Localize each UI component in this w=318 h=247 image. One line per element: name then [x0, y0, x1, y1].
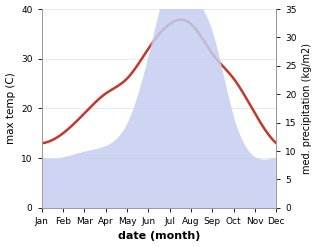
X-axis label: date (month): date (month)	[118, 231, 200, 242]
Y-axis label: med. precipitation (kg/m2): med. precipitation (kg/m2)	[302, 43, 313, 174]
Y-axis label: max temp (C): max temp (C)	[5, 73, 16, 144]
